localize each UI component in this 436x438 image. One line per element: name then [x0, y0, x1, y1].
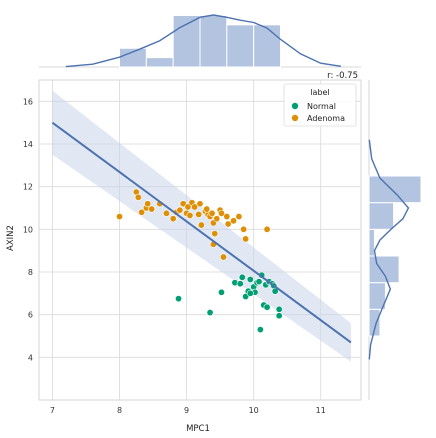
point-adenoma [191, 203, 199, 211]
scatter-plot-area: 7 8 9 10 11 4 6 8 10 12 14 16 [23, 79, 362, 415]
point-adenoma [169, 215, 177, 223]
y-tick-label: 4 [28, 353, 33, 362]
x-axis-label: MPC1 [186, 424, 210, 434]
top-histogram-bar [172, 14, 201, 68]
y-tick-label: 12 [23, 183, 33, 192]
legend-title: label [310, 88, 329, 97]
legend-marker-normal [291, 102, 299, 110]
right-marginal-histogram [368, 80, 422, 400]
point-adenoma [197, 221, 205, 229]
top-histogram-bar [253, 24, 282, 68]
point-adenoma [223, 213, 231, 221]
point-adenoma [184, 203, 192, 211]
top-histogram-bar [119, 47, 147, 68]
point-adenoma [162, 209, 170, 217]
point-normal [246, 275, 254, 283]
point-normal [271, 287, 279, 295]
point-adenoma [230, 217, 238, 225]
point-adenoma [211, 230, 219, 238]
y-tick-label: 8 [28, 268, 33, 277]
point-adenoma [176, 206, 184, 214]
x-tick-label: 8 [117, 406, 122, 415]
right-histogram-bar [368, 175, 422, 204]
y-tick-label: 6 [28, 311, 33, 320]
correlation-annotation: r: -0.75 [327, 71, 358, 81]
point-normal [263, 303, 271, 311]
x-tick-label: 10 [249, 406, 259, 415]
point-normal [275, 305, 283, 313]
point-normal [217, 288, 225, 296]
point-adenoma [240, 225, 248, 233]
point-normal [255, 278, 263, 286]
x-tick-label: 7 [50, 406, 55, 415]
point-adenoma [195, 210, 203, 218]
x-tick-label: 11 [316, 406, 326, 415]
point-adenoma [263, 225, 271, 233]
point-normal [175, 295, 183, 303]
legend-label-adenoma: Adenoma [307, 114, 345, 123]
point-adenoma [148, 205, 156, 213]
point-adenoma [144, 200, 152, 208]
point-adenoma [208, 209, 216, 217]
top-histogram-bar [226, 24, 255, 68]
y-tick-label: 14 [23, 140, 33, 149]
point-adenoma [116, 213, 124, 221]
point-adenoma [186, 211, 194, 219]
legend-marker-adenoma [291, 114, 299, 122]
right-histogram-bar [368, 228, 375, 257]
point-adenoma [235, 213, 243, 221]
point-normal [238, 273, 246, 281]
point-adenoma [213, 215, 221, 223]
point-adenoma [134, 193, 142, 201]
right-histogram-bar [368, 255, 400, 284]
top-marginal-histogram [39, 14, 361, 68]
x-tick-label: 9 [184, 406, 189, 415]
top-histogram-bar [199, 14, 228, 68]
y-axis-label: AXIN2 [6, 225, 16, 251]
point-normal [275, 312, 283, 320]
point-adenoma [138, 208, 146, 216]
top-kde-curve [65, 14, 341, 68]
point-normal [246, 289, 254, 297]
y-tick-label: 16 [23, 97, 33, 106]
point-adenoma [224, 220, 232, 228]
point-normal [206, 309, 214, 317]
point-adenoma [242, 235, 250, 243]
right-kde-curve [368, 139, 410, 360]
regression-line [51, 121, 352, 344]
point-normal [256, 326, 264, 334]
point-normal [236, 280, 244, 288]
legend: label Normal Adenoma [283, 83, 357, 127]
point-adenoma [217, 209, 225, 217]
point-adenoma [219, 253, 227, 261]
point-adenoma [196, 200, 204, 208]
right-histogram-bar [368, 202, 395, 230]
top-histogram-bar [145, 57, 174, 68]
legend-box [283, 83, 357, 127]
point-adenoma [203, 205, 211, 213]
legend-label-normal: Normal [307, 102, 336, 111]
y-tick-label: 10 [23, 225, 33, 234]
